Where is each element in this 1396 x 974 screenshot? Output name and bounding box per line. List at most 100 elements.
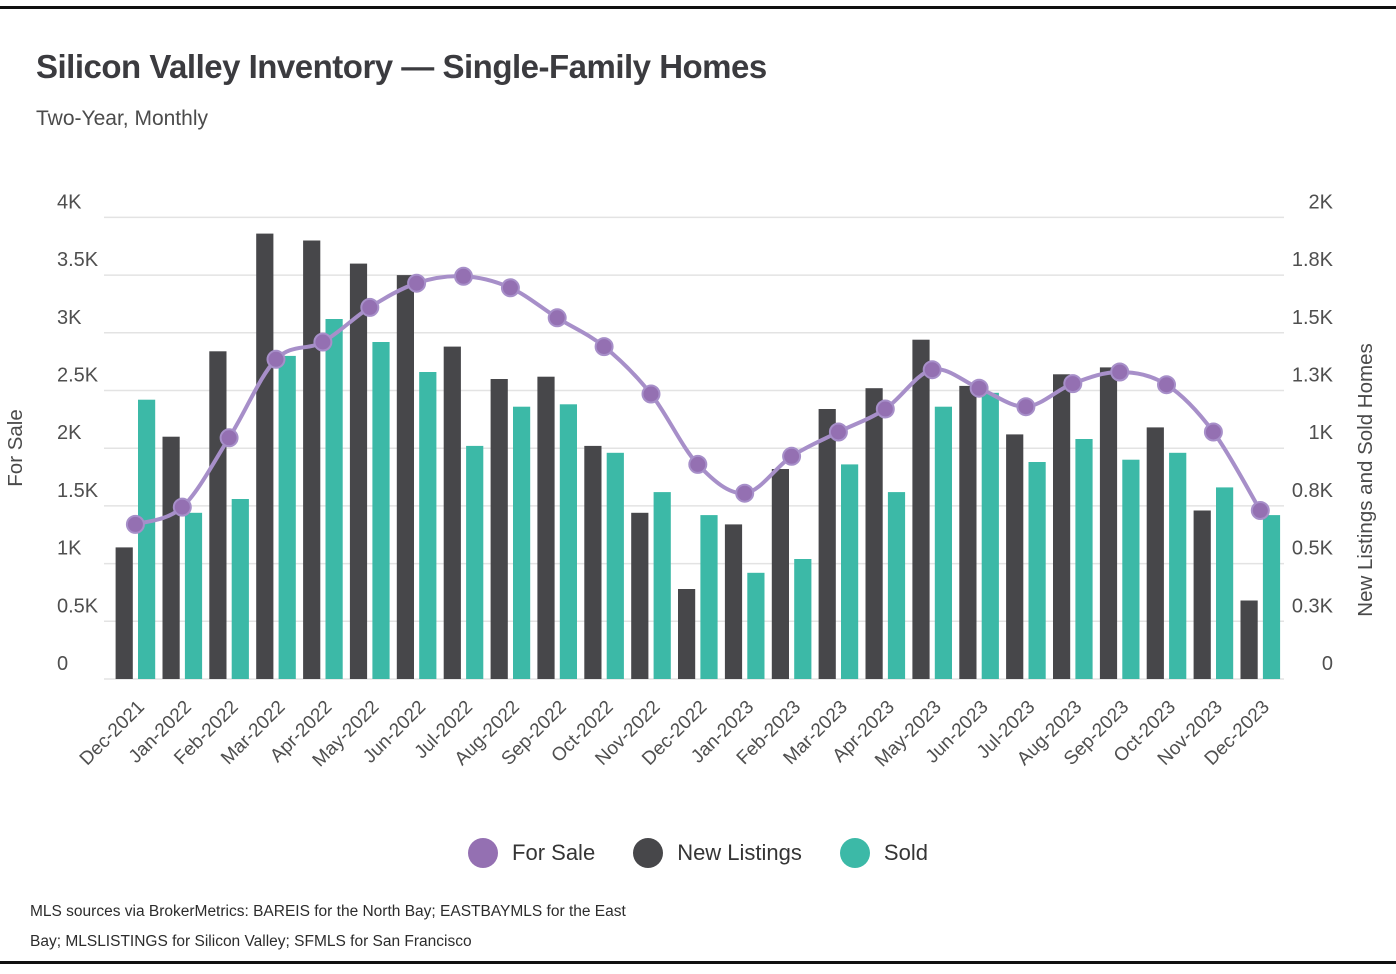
bar-new-listings-Jun-2022 — [396, 275, 414, 679]
bar-sold-Dec-2023 — [1262, 515, 1281, 679]
right-axis-tick-1.3K: 1.3K — [1292, 365, 1334, 387]
bar-sold-Sep-2023 — [1122, 459, 1140, 679]
for-sale-point-Jul-2023 — [1016, 397, 1036, 417]
bar-sold-Apr-2023 — [887, 492, 906, 679]
bar-sold-Oct-2023 — [1169, 452, 1187, 679]
chart-legend: For Sale New Listings Sold — [0, 838, 1396, 868]
bar-sold-Sep-2022 — [559, 404, 577, 679]
legend-marker-new-listings — [633, 838, 664, 868]
for-sale-point-Nov-2022 — [641, 384, 661, 404]
bar-sold-Jul-2023 — [1028, 462, 1046, 679]
for-sale-point-May-2022 — [360, 297, 380, 317]
right-axis-tick-2K: 2K — [1309, 191, 1334, 213]
right-axis-tick-1.5K: 1.5K — [1292, 307, 1334, 329]
bar-new-listings-Dec-2021 — [115, 547, 133, 679]
left-axis-tick-3K: 3K — [57, 307, 82, 329]
x-axis-label-Jan-2022: Jan-2022 — [125, 697, 196, 768]
for-sale-point-Sep-2023 — [1110, 362, 1130, 382]
left-axis-tick-0: 0 — [57, 653, 68, 675]
x-axis-label-Apr-2023: Apr-2023 — [829, 697, 899, 767]
x-axis-label-Jun-2022: Jun-2022 — [359, 697, 430, 768]
bar-new-listings-Apr-2022 — [303, 240, 321, 679]
bar-sold-Nov-2022 — [653, 492, 671, 679]
for-sale-point-Jun-2023 — [969, 378, 989, 398]
for-sale-point-Feb-2023 — [782, 446, 802, 466]
for-sale-point-Apr-2023 — [875, 399, 895, 419]
x-axis-label-Apr-2022: Apr-2022 — [266, 697, 336, 767]
legend-label-sold: Sold — [883, 840, 928, 865]
legend-item-new-listings: New Listings — [633, 838, 802, 868]
x-axis-label-Aug-2023: Aug-2023 — [1013, 697, 1086, 770]
right-axis-tick-0: 0 — [1322, 653, 1333, 675]
bar-new-listings-Nov-2022 — [631, 512, 649, 679]
for-sale-point-Mar-2022 — [266, 349, 286, 369]
x-axis-label-Nov-2023: Nov-2023 — [1154, 697, 1227, 770]
bar-new-listings-Jan-2023 — [724, 524, 743, 679]
for-sale-point-Oct-2023 — [1157, 375, 1176, 395]
bar-new-listings-Jul-2022 — [443, 346, 461, 679]
chart-subtitle: Two-Year, Monthly — [36, 107, 208, 130]
bar-sold-Mar-2022 — [278, 355, 296, 679]
right-axis-tick-1.8K: 1.8K — [1292, 249, 1334, 271]
for-sale-point-Aug-2022 — [500, 278, 520, 298]
x-axis-label-Jul-2022: Jul-2022 — [411, 697, 477, 763]
bar-new-listings-May-2023 — [912, 339, 930, 679]
x-axis-label-Dec-2023: Dec-2023 — [1201, 697, 1274, 770]
x-axis-label-Mar-2022: Mar-2022 — [217, 697, 289, 769]
bar-new-listings-Mar-2023 — [818, 409, 836, 679]
left-axis-tick-0.5K: 0.5K — [57, 595, 99, 617]
bar-new-listings-May-2022 — [349, 263, 368, 679]
bar-new-listings-Feb-2022 — [209, 351, 227, 679]
bar-new-listings-Dec-2022 — [678, 589, 696, 679]
bar-new-listings-Apr-2023 — [865, 388, 883, 679]
for-sale-point-Aug-2023 — [1063, 374, 1083, 394]
bar-sold-Dec-2022 — [700, 515, 718, 679]
source-note-line1: MLS sources via BrokerMetrics: BAREIS fo… — [30, 903, 626, 920]
right-axis-tick-1K: 1K — [1309, 422, 1334, 444]
left-axis-tick-4K: 4K — [57, 191, 82, 213]
left-axis-tick-2.5K: 2.5K — [57, 365, 99, 387]
legend-marker-for-sale — [468, 838, 499, 868]
bar-new-listings-Jan-2022 — [162, 436, 180, 679]
bar-new-listings-Jun-2023 — [959, 385, 977, 679]
bar-sold-Oct-2022 — [606, 452, 624, 679]
bar-sold-May-2023 — [934, 406, 952, 679]
for-sale-point-Dec-2022 — [688, 454, 708, 474]
x-axis-label-Aug-2022: Aug-2022 — [451, 697, 524, 770]
bar-sold-May-2022 — [372, 342, 390, 679]
for-sale-point-Sep-2022 — [547, 308, 567, 328]
for-sale-point-Jul-2022 — [454, 266, 473, 286]
bar-sold-Nov-2023 — [1216, 487, 1234, 679]
x-axis-label-Feb-2022: Feb-2022 — [170, 697, 242, 769]
bar-sold-Aug-2022 — [513, 406, 531, 679]
bar-new-listings-Oct-2022 — [584, 445, 602, 679]
top-rule — [0, 6, 1396, 9]
left-axis-tick-3.5K: 3.5K — [57, 249, 99, 271]
bar-new-listings-Aug-2023 — [1053, 374, 1071, 679]
left-axis-tick-1.5K: 1.5K — [57, 480, 99, 502]
legend-item-sold: Sold — [839, 838, 928, 868]
right-axis-tick-0.5K: 0.5K — [1292, 538, 1334, 560]
bar-new-listings-Mar-2022 — [256, 233, 274, 679]
x-axis-label-May-2023: May-2023 — [871, 697, 946, 772]
bar-sold-Mar-2023 — [841, 464, 859, 679]
bar-sold-Jan-2022 — [184, 512, 203, 679]
x-axis-label-Oct-2022: Oct-2022 — [548, 697, 618, 767]
bar-new-listings-Oct-2023 — [1146, 427, 1164, 679]
legend-marker-sold — [839, 838, 870, 868]
x-axis-label-Jul-2023: Jul-2023 — [973, 697, 1039, 763]
right-axis-tick-0.8K: 0.8K — [1292, 480, 1334, 502]
legend-label-for-sale: For Sale — [512, 840, 596, 865]
for-sale-point-Dec-2023 — [1250, 501, 1270, 520]
for-sale-point-May-2023 — [922, 360, 942, 380]
bar-new-listings-Aug-2022 — [490, 379, 508, 679]
legend-label-new-listings: New Listings — [677, 840, 802, 865]
source-note: MLS sources via BrokerMetrics: BAREIS fo… — [30, 897, 626, 957]
chart-title: Silicon Valley Inventory — Single-Family… — [36, 48, 767, 85]
bar-new-listings-Sep-2023 — [1099, 367, 1118, 679]
legend-item-for-sale: For Sale — [468, 838, 595, 868]
x-axis-label-Feb-2023: Feb-2023 — [733, 697, 805, 769]
x-axis-label-Mar-2023: Mar-2023 — [780, 697, 852, 769]
for-sale-point-Feb-2022 — [219, 428, 239, 448]
for-sale-point-Mar-2023 — [828, 422, 848, 442]
